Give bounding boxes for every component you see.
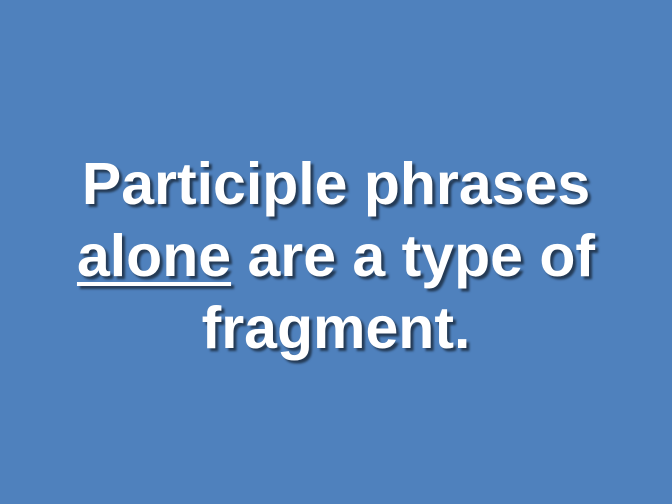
text-line-1: Participle phrases xyxy=(81,151,591,217)
text-line-2-rest: are a type of xyxy=(231,223,596,289)
slide-text: Participle phrases alone are a type of f… xyxy=(0,148,672,364)
text-line-3: fragment. xyxy=(201,295,471,361)
underlined-word: alone xyxy=(76,223,232,289)
text-line-2: alone are a type of xyxy=(0,220,672,292)
